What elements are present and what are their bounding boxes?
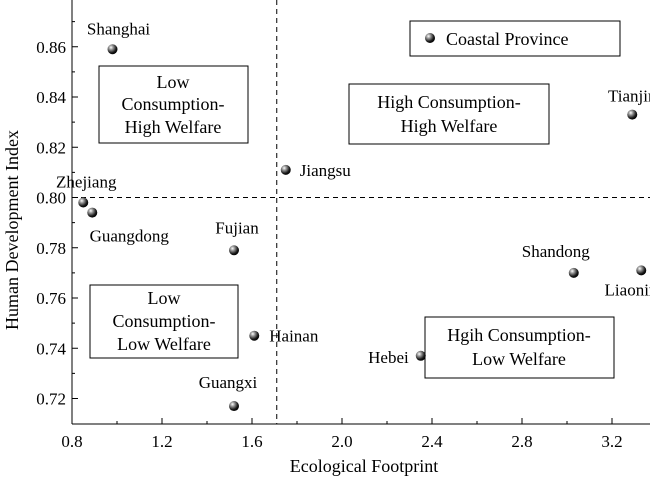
- y-tick-label: 0.80: [36, 189, 66, 208]
- quadrant-low-consumption-low-welfare: Low Consumption- Low Welfare: [89, 284, 239, 359]
- y-tick-label: 0.76: [36, 289, 66, 308]
- quadrant-text-line: Consumption-: [121, 94, 224, 114]
- quadrant-text-line: High Welfare: [125, 117, 222, 137]
- y-tick-label: 0.82: [36, 138, 66, 157]
- legend: Coastal Province: [409, 20, 621, 57]
- quadrant-high-consumption-high-welfare: High Consumption- High Welfare: [348, 83, 550, 145]
- x-tick-label: 2.8: [511, 432, 532, 451]
- x-tick-label: 3.2: [601, 432, 622, 451]
- point-label-tianjin: Tianjin: [608, 87, 650, 106]
- point-label-liaoning: Liaoning: [605, 280, 650, 299]
- data-points: [78, 44, 647, 412]
- data-point-labels: Shanghai Tianjin Jiangsu Zhejiang Guangdong F…: [56, 19, 650, 392]
- y-tick-label: 0.74: [36, 339, 66, 358]
- x-tick-label: 0.8: [61, 432, 82, 451]
- y-tick-label: 0.78: [36, 239, 66, 258]
- x-tick-label: 1.2: [151, 432, 172, 451]
- point-label-shanghai: Shanghai: [87, 19, 151, 38]
- quadrant-text-line: High Welfare: [401, 116, 498, 136]
- legend-marker: [425, 33, 435, 43]
- y-tick-label: 0.72: [36, 390, 66, 409]
- point-jiangsu: [280, 164, 291, 175]
- threshold-lines: [72, 0, 650, 424]
- point-label-zhejiang: Zhejiang: [56, 173, 117, 192]
- point-label-fujian: Fujian: [215, 218, 259, 237]
- y-ticks: 0.72 0.74 0.76 0.78 0.80 0.82 0.84 0.86: [36, 21, 78, 409]
- x-tick-label: 2.0: [331, 432, 352, 451]
- point-hebei: [415, 350, 426, 361]
- point-tianjin: [627, 109, 638, 120]
- quadrant-high-consumption-low-welfare: Hgih Consumption- Low Welfare: [424, 316, 615, 379]
- quadrant-text-line: Low: [148, 288, 181, 308]
- point-label-shandong: Shandong: [522, 242, 591, 261]
- y-axis-label: Human Development Index: [2, 130, 22, 330]
- quadrant-text-line: Low: [157, 72, 190, 92]
- point-guangdong: [87, 207, 98, 218]
- x-ticks: 0.8 1.2 1.6 2.0 2.4 2.8 3.2: [61, 418, 623, 451]
- legend-label: Coastal Province: [446, 29, 568, 49]
- y-tick-label: 0.84: [36, 88, 66, 107]
- point-shanghai: [107, 44, 118, 55]
- point-fujian: [229, 245, 239, 256]
- axes: 0.8 1.2 1.6 2.0 2.4 2.8 3.2 0.720.740.760.780.…: [36, 0, 650, 451]
- point-label-guangdong: Guangdong: [90, 227, 170, 246]
- quadrant-text-line: Consumption-: [112, 311, 215, 331]
- quadrant-low-consumption-high-welfare: Low Consumption- High Welfare: [98, 65, 249, 144]
- point-label-hainan: Hainan: [269, 327, 319, 346]
- point-shandong: [568, 267, 579, 278]
- x-axis-label: Ecological Footprint: [290, 456, 438, 476]
- x-tick-label: 1.6: [241, 432, 262, 451]
- y-tick-label: 0.86: [36, 38, 66, 57]
- x-tick-label: 2.4: [421, 432, 443, 451]
- quadrant-text-line: Hgih Consumption-: [447, 325, 591, 345]
- quadrant-boxes: Low Consumption- High Welfare High Consu…: [89, 65, 615, 379]
- quadrant-text-line: Low Welfare: [472, 349, 566, 369]
- point-liaoning: [636, 265, 647, 276]
- quadrant-text-line: Low Welfare: [117, 334, 211, 354]
- point-label-hebei: Hebei: [368, 348, 409, 367]
- legend-box: [409, 20, 621, 57]
- point-label-guangxi: Guangxi: [199, 373, 258, 392]
- point-zhejiang: [78, 197, 89, 208]
- point-label-jiangsu: Jiangsu: [300, 161, 352, 180]
- quadrant-text-line: High Consumption-: [377, 92, 521, 112]
- point-guangxi: [229, 401, 239, 412]
- point-hainan: [249, 330, 260, 341]
